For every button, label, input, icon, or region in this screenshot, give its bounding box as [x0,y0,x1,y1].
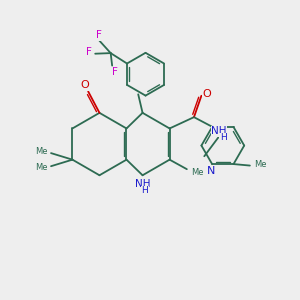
Text: Me: Me [35,163,47,172]
Text: Me: Me [191,168,203,177]
Text: F: F [112,67,118,77]
Text: O: O [81,80,90,90]
Text: O: O [202,89,211,99]
Text: H: H [220,134,227,142]
Text: H: H [142,186,148,195]
Text: F: F [96,30,102,40]
Text: F: F [86,47,92,57]
Text: N: N [207,166,216,176]
Text: NH: NH [211,126,227,136]
Text: Me: Me [254,160,266,169]
Text: NH: NH [135,178,150,189]
Text: Me: Me [35,147,47,156]
